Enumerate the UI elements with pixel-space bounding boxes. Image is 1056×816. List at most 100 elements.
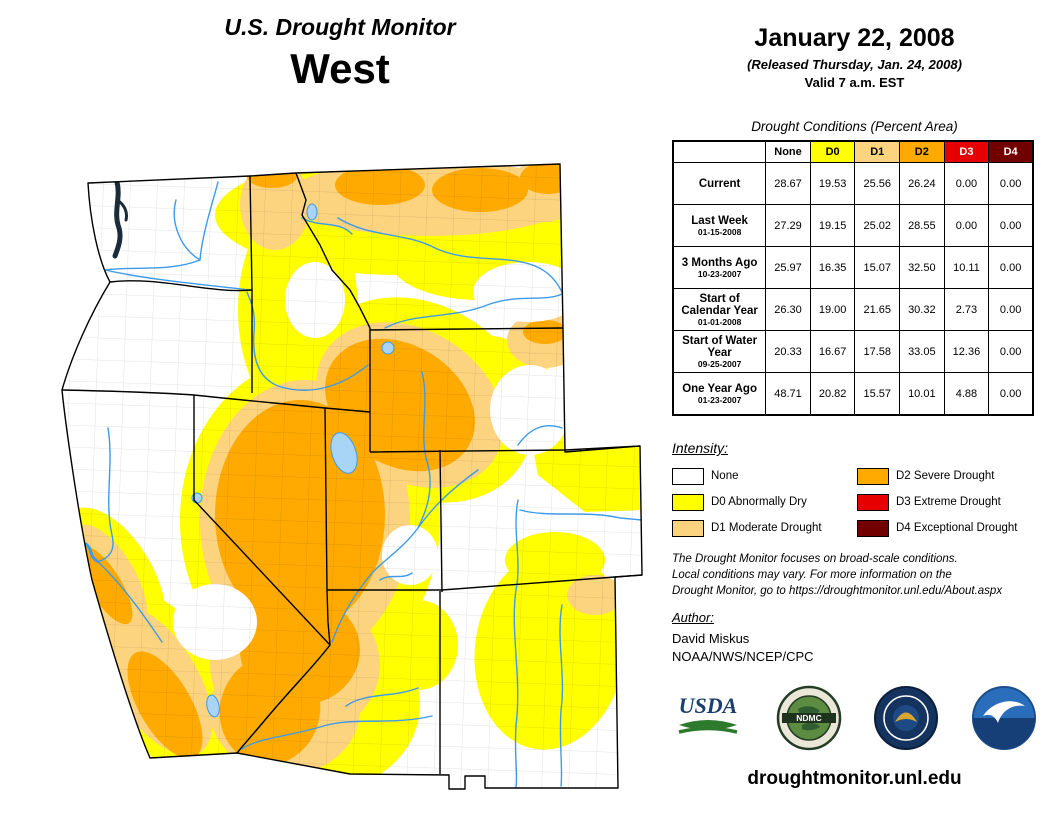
disclaimer-text: The Drought Monitor focuses on broad-sca… bbox=[672, 552, 1037, 600]
cell-value: 10.11 bbox=[943, 246, 990, 289]
county-boundaries bbox=[62, 164, 642, 789]
cell-value: 10.01 bbox=[899, 372, 945, 416]
drought-map bbox=[50, 160, 665, 800]
legend-swatch-d3 bbox=[857, 493, 889, 511]
legend-label: None bbox=[711, 470, 739, 482]
table-row-one-year-ago: One Year Ago 01-23-2007 48.71 20.82 15.57… bbox=[672, 372, 1034, 416]
row-date: 10-23-2007 bbox=[697, 268, 742, 279]
cell-value: 33.05 bbox=[899, 330, 945, 373]
svg-text:USDA: USDA bbox=[679, 693, 738, 718]
cell-value: 0.00 bbox=[988, 288, 1034, 331]
legend-label: D0 Abnormally Dry bbox=[711, 496, 807, 508]
col-header-d2: D2 bbox=[899, 140, 945, 163]
cell-value: 4.88 bbox=[943, 372, 990, 416]
svg-text:NDMC: NDMC bbox=[796, 713, 822, 723]
col-header-d4: D4 bbox=[988, 140, 1034, 163]
page-title: U.S. Drought Monitor bbox=[224, 14, 456, 40]
legend-swatch-d1 bbox=[672, 519, 704, 537]
cell-value: 0.00 bbox=[988, 372, 1034, 416]
cell-value: 0.00 bbox=[988, 204, 1034, 247]
valid-time: Valid 7 a.m. EST bbox=[804, 75, 905, 90]
drought-conditions-table: None D0 D1 D2 D3 D4 Current 28.67 19.53 … bbox=[672, 140, 1034, 416]
cell-value: 19.15 bbox=[809, 204, 856, 247]
row-label: Last Week bbox=[691, 214, 748, 227]
legend-item-d0: D0 Abnormally Dry bbox=[672, 493, 857, 511]
disclaimer-line: The Drought Monitor focuses on broad-sca… bbox=[672, 553, 958, 565]
author-heading: Author: bbox=[672, 610, 714, 625]
cell-value: 17.58 bbox=[854, 330, 901, 373]
cell-value: 25.02 bbox=[854, 204, 901, 247]
intensity-heading: Intensity: bbox=[672, 440, 729, 456]
legend-swatch-d4 bbox=[857, 519, 889, 537]
cell-value: 26.24 bbox=[899, 162, 945, 205]
row-label: Start of Water Year bbox=[682, 334, 758, 359]
legend-item-none: None bbox=[672, 467, 857, 485]
table-row-start-water-year: Start of Water Year 09-25-2007 20.33 16.6… bbox=[672, 330, 1034, 373]
cell-value: 32.50 bbox=[899, 246, 945, 289]
legend-swatch-none bbox=[672, 467, 704, 485]
cell-value: 16.67 bbox=[809, 330, 856, 373]
cell-value: 25.56 bbox=[854, 162, 901, 205]
cell-value: 21.65 bbox=[854, 288, 901, 331]
ndmc-logo: NDMC bbox=[776, 685, 842, 751]
table-caption: Drought Conditions (Percent Area) bbox=[751, 119, 958, 134]
cell-value: 19.00 bbox=[809, 288, 856, 331]
cell-value: 20.82 bbox=[809, 372, 856, 416]
puget-sound bbox=[112, 179, 128, 259]
disclaimer-line: Drought Monitor, go to https://droughtmo… bbox=[672, 584, 1003, 597]
legend-item-d3: D3 Extreme Drought bbox=[857, 493, 1037, 511]
released-date: (Released Thursday, Jan. 24, 2008) bbox=[747, 57, 962, 72]
col-header-d0: D0 bbox=[809, 140, 856, 163]
cell-value: 30.32 bbox=[899, 288, 945, 331]
row-date: 09-25-2007 bbox=[697, 358, 742, 369]
legend-swatch-d2 bbox=[857, 467, 889, 485]
row-date: 01-15-2008 bbox=[697, 226, 742, 237]
site-url: droughtmonitor.unl.edu bbox=[747, 768, 962, 789]
cell-value: 0.00 bbox=[988, 162, 1034, 205]
table-row-3-months-ago: 3 Months Ago 10-23-2007 25.97 16.35 15.07… bbox=[672, 246, 1034, 289]
noaa-logo bbox=[971, 685, 1037, 751]
row-label: Start of Calendar Year bbox=[681, 292, 758, 317]
cell-value: 26.30 bbox=[765, 288, 811, 331]
col-header-d3: D3 bbox=[943, 140, 990, 163]
cell-value: 15.57 bbox=[854, 372, 901, 416]
cell-value: 2.73 bbox=[943, 288, 990, 331]
cell-value: 0.00 bbox=[988, 246, 1034, 289]
cell-value: 0.00 bbox=[943, 204, 990, 247]
cell-value: 0.00 bbox=[988, 330, 1034, 373]
author-org: NOAA/NWS/NCEP/CPC bbox=[672, 649, 814, 664]
map-date: January 22, 2008 bbox=[754, 24, 955, 52]
row-label: One Year Ago bbox=[682, 382, 757, 395]
cell-value: 25.97 bbox=[765, 246, 811, 289]
table-row-last-week: Last Week 01-15-2008 27.29 19.15 25.02 28… bbox=[672, 204, 1034, 247]
author-block: Author: David Miskus NOAA/NWS/NCEP/CPC bbox=[672, 610, 1037, 664]
col-header-d1: D1 bbox=[854, 140, 901, 163]
cell-value: 27.29 bbox=[765, 204, 811, 247]
author-name: David Miskus bbox=[672, 631, 750, 646]
cell-value: 48.71 bbox=[765, 372, 811, 416]
region-title: West bbox=[290, 45, 390, 92]
cell-value: 12.36 bbox=[943, 330, 990, 373]
table-corner-cell bbox=[672, 140, 767, 163]
cell-value: 16.35 bbox=[809, 246, 856, 289]
cell-value: 20.33 bbox=[765, 330, 811, 373]
table-row-start-calendar-year: Start of Calendar Year 01-01-2008 26.30 1… bbox=[672, 288, 1034, 331]
col-header-none: None bbox=[765, 140, 811, 163]
row-label: 3 Months Ago bbox=[681, 256, 758, 269]
agency-logos: USDA NDMC bbox=[672, 678, 1037, 758]
cell-value: 28.55 bbox=[899, 204, 945, 247]
legend-item-d4: D4 Exceptional Drought bbox=[857, 519, 1037, 537]
row-date: 01-01-2008 bbox=[697, 316, 742, 327]
usda-logo: USDA bbox=[672, 689, 744, 747]
legend-item-d1: D1 Moderate Drought bbox=[672, 519, 857, 537]
lakes-layer bbox=[191, 203, 395, 718]
row-label: Current bbox=[698, 177, 741, 190]
legend-label: D3 Extreme Drought bbox=[896, 496, 1001, 508]
cell-value: 15.07 bbox=[854, 246, 901, 289]
cell-value: 0.00 bbox=[943, 162, 990, 205]
legend-label: D4 Exceptional Drought bbox=[896, 522, 1018, 534]
map-title-block: U.S. Drought Monitor West bbox=[30, 14, 650, 93]
table-header-row: None D0 D1 D2 D3 D4 bbox=[672, 140, 1034, 163]
intensity-legend: None D0 Abnormally Dry D1 Moderate Droug… bbox=[672, 463, 1037, 541]
legend-swatch-d0 bbox=[672, 493, 704, 511]
